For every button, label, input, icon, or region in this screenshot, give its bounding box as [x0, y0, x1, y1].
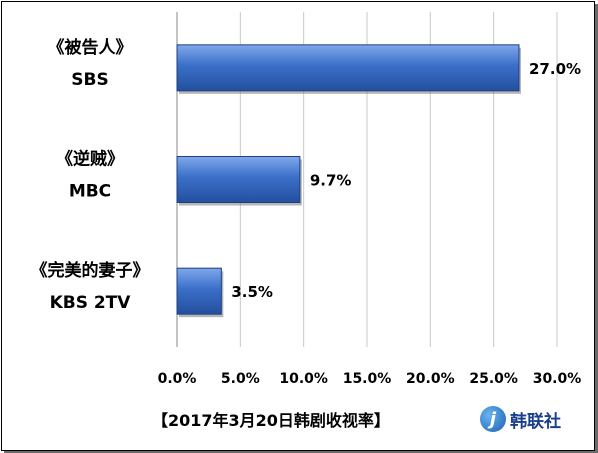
bar-data-label: 27.0%: [529, 60, 581, 78]
chart-caption: 【2017年3月20日韩剧收视率】: [152, 411, 390, 430]
bar-data-label: 9.7%: [310, 172, 352, 190]
bar: [176, 156, 301, 203]
x-tick-label: 25.0%: [469, 371, 518, 387]
category-show-label: 《逆贼》: [56, 149, 124, 170]
category-network-label: KBS 2TV: [50, 293, 132, 313]
category-network-label: SBS: [71, 70, 108, 90]
x-tick-label: 15.0%: [343, 371, 392, 387]
yonhap-logo-icon: j: [480, 406, 506, 432]
category-show-label: 《被告人》: [48, 37, 133, 58]
x-tick-label: 10.0%: [279, 371, 328, 387]
x-tick-label: 0.0%: [158, 371, 197, 387]
category-network-label: MBC: [69, 182, 111, 202]
x-tick-label: 20.0%: [406, 371, 455, 387]
bar-chart: 27.0% 《被告人》 SBS 9.7% 《逆贼》 MBC 3.5% 《完美的妻子》 KBS 2…: [31, 12, 582, 387]
x-tick-label: 5.0%: [221, 371, 260, 387]
bar: [176, 44, 520, 92]
bar-data-label: 3.5%: [231, 283, 273, 301]
yonhap-logo: j 韩联社: [480, 406, 561, 432]
bar: [176, 267, 222, 315]
x-tick-label: 30.0%: [533, 371, 582, 387]
yonhap-logo-text: 韩联社: [510, 411, 561, 432]
category-show-label: 《完美的妻子》: [31, 260, 150, 281]
